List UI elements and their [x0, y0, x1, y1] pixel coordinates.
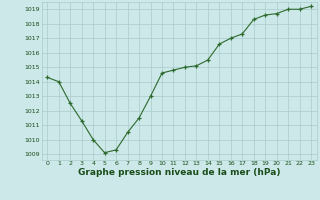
X-axis label: Graphe pression niveau de la mer (hPa): Graphe pression niveau de la mer (hPa)	[78, 168, 280, 177]
